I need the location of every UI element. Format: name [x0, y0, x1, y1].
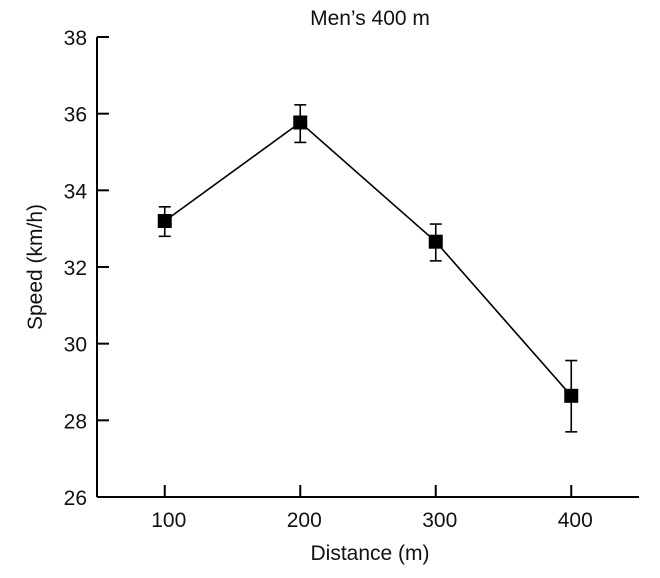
data-marks	[157, 104, 579, 433]
data-point	[293, 115, 308, 130]
series-line	[164, 121, 572, 397]
x-tick-label: 200	[287, 509, 322, 532]
y-tick-label: 28	[64, 410, 87, 433]
y-tick-label: 38	[64, 27, 87, 50]
data-point	[428, 234, 443, 249]
y-tick-label: 36	[64, 104, 87, 127]
y-tick-label: 30	[64, 334, 87, 357]
x-tick-label: 400	[558, 509, 593, 532]
axes: 26 28 30 32 34 36 38 100 200 300 400	[64, 27, 639, 532]
y-tick-label: 26	[64, 487, 87, 510]
x-tick-label: 100	[151, 509, 186, 532]
data-point	[564, 388, 579, 403]
x-axis-label: Distance (m)	[310, 542, 429, 565]
data-point	[157, 214, 172, 228]
y-tick-label: 34	[64, 180, 88, 203]
chart-title: Men’s 400 m	[310, 7, 430, 30]
x-tick-label: 300	[422, 509, 457, 532]
y-axis-label: Speed (km/h)	[24, 204, 47, 330]
y-tick-label: 32	[64, 257, 87, 280]
